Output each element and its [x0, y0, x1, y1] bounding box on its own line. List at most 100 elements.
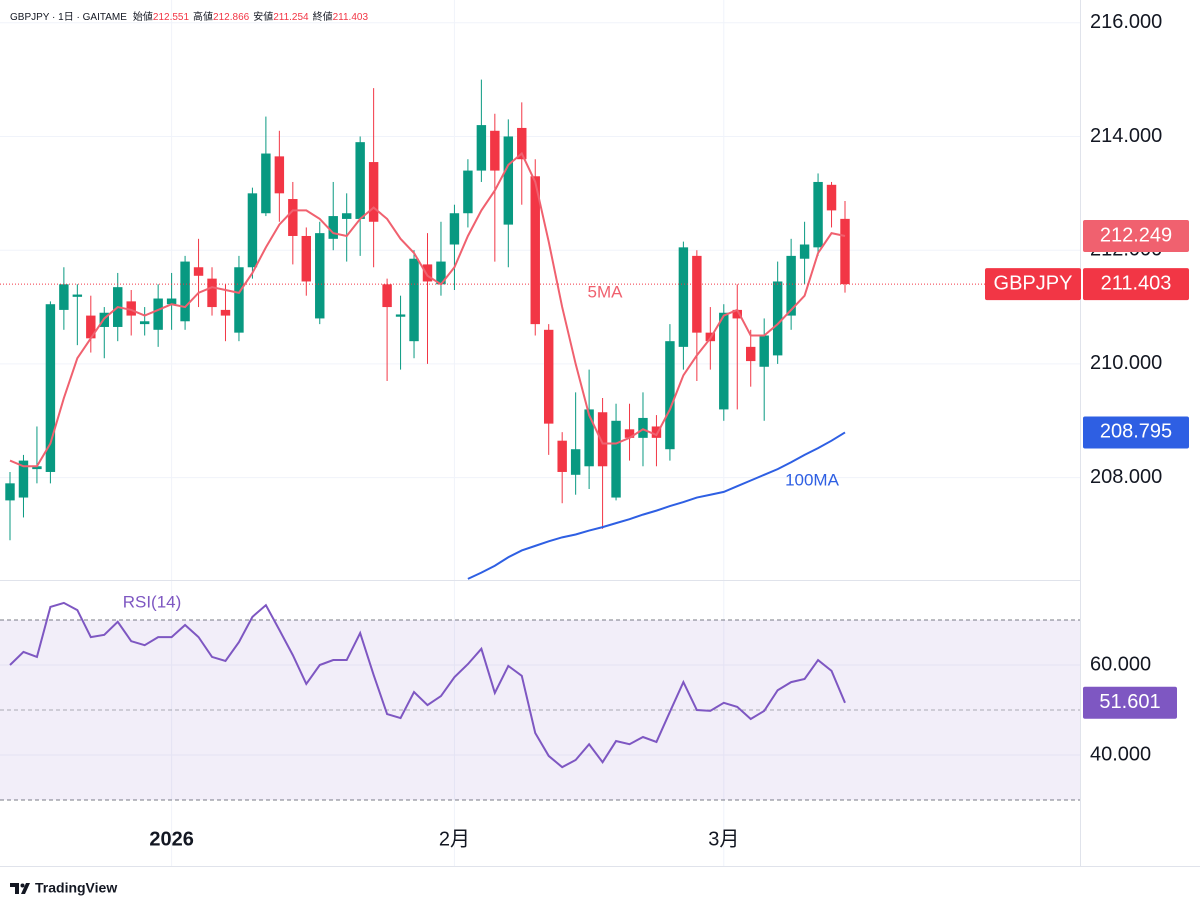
symbol-badge [985, 268, 1081, 301]
candle-body [274, 156, 285, 194]
rsi-label: RSI(14) [123, 592, 182, 611]
ohlc-value: 211.254 [273, 12, 309, 23]
candle-body [732, 309, 742, 319]
candle-body [409, 258, 419, 342]
candle-body [139, 321, 150, 325]
close-badge-label: 211.403 [1101, 272, 1172, 294]
separator: · [49, 12, 58, 23]
candle-body [45, 304, 56, 472]
candle-body [382, 284, 392, 308]
candle-body [476, 125, 487, 171]
candle-body [584, 409, 594, 467]
candle-body [220, 309, 231, 316]
candle-body [597, 412, 608, 467]
candle-body [288, 199, 298, 236]
ohlc-value: 212.551 [153, 12, 190, 23]
value-badge [1083, 686, 1177, 719]
ohlc-label: 安値 [253, 10, 273, 23]
value-badge-label: 208.795 [1100, 421, 1172, 443]
y-tick-label: 214.000 [1090, 125, 1162, 147]
candle-body [449, 213, 460, 245]
candle-body [72, 294, 83, 297]
candle-body [18, 460, 29, 498]
separator: · [74, 12, 83, 23]
candle-body [772, 281, 783, 356]
candle-body [166, 298, 177, 305]
x-tick-label: 2月 [439, 828, 470, 850]
value-badge [1083, 220, 1189, 253]
interval: 1日 [58, 12, 74, 23]
rsi-pane [0, 601, 1080, 801]
ohlc-value: 211.403 [333, 12, 369, 23]
candle-body [59, 284, 69, 310]
rsi-line [9, 601, 846, 769]
candle-body [692, 255, 702, 333]
candle-body [678, 247, 689, 347]
candle-body [826, 184, 837, 211]
y-tick-label: 60.000 [1090, 653, 1151, 675]
candle-body [5, 483, 15, 501]
brand-icon [10, 883, 30, 894]
candle-body [463, 170, 473, 214]
candle-body [126, 301, 136, 316]
candle-body [436, 261, 446, 285]
candle-body [543, 329, 554, 424]
close-badge [1083, 268, 1189, 301]
candle-body [786, 255, 796, 316]
ma-label: 5MA [588, 282, 624, 301]
candle-body [193, 267, 204, 276]
y-tick-label: 40.000 [1090, 743, 1151, 765]
x-tick-label: 3月 [708, 828, 739, 850]
x-tick-label: 2026 [149, 828, 194, 850]
candle-body [570, 449, 581, 475]
candle-body [32, 466, 42, 470]
candle-body [638, 417, 648, 438]
ma-label: 100MA [785, 470, 840, 489]
ma-line [9, 151, 846, 468]
candle-body [328, 216, 338, 239]
brand-name: TradingView [35, 880, 117, 896]
candle-body [624, 429, 635, 438]
candle-body [261, 153, 271, 214]
candle-body [355, 142, 365, 219]
y-tick-label: 216.000 [1090, 11, 1162, 33]
ohlc-value: 212.866 [213, 12, 250, 23]
brand-logo: TradingView [10, 880, 117, 896]
candle-body [315, 233, 325, 319]
grid [0, 0, 1080, 866]
symbol-badge-label: GBPJPY [994, 272, 1073, 294]
candle-body [651, 426, 662, 438]
candle-body [719, 312, 729, 410]
value-badge-label: 51.601 [1099, 691, 1160, 713]
candle-body [234, 267, 244, 333]
candle-body [247, 193, 258, 268]
candle-body [665, 341, 675, 450]
candle-body [557, 440, 567, 472]
ma-line [467, 431, 846, 580]
candle-body [840, 218, 850, 285]
candle-body [813, 181, 823, 248]
candle-body [207, 278, 217, 308]
price-pane [0, 79, 1080, 580]
candle-body [180, 261, 190, 322]
candle-body [759, 335, 769, 367]
ohlc-label: 始値 [133, 10, 153, 23]
candle-body [799, 244, 810, 259]
axes: 208.000210.000212.000214.000216.00040.00… [123, 11, 1189, 850]
candle-body [746, 346, 756, 362]
candle-body [153, 298, 163, 330]
symbol: GBPJPY [10, 12, 50, 23]
value-badge [1083, 416, 1189, 449]
candle-body [530, 176, 540, 325]
y-tick-label: 208.000 [1090, 466, 1162, 488]
candle-body [301, 235, 312, 282]
brand-icon-dot [20, 883, 25, 888]
ohlc-label: 終値 [313, 10, 333, 23]
y-tick-label: 210.000 [1090, 352, 1162, 374]
candle-body [341, 213, 352, 219]
candle-body [503, 136, 514, 225]
candle-body [611, 420, 621, 498]
header: GBPJPY · 1日 · GAITAME 始値212.551 高値212.866 安… [10, 10, 368, 23]
candle-body [368, 162, 379, 222]
